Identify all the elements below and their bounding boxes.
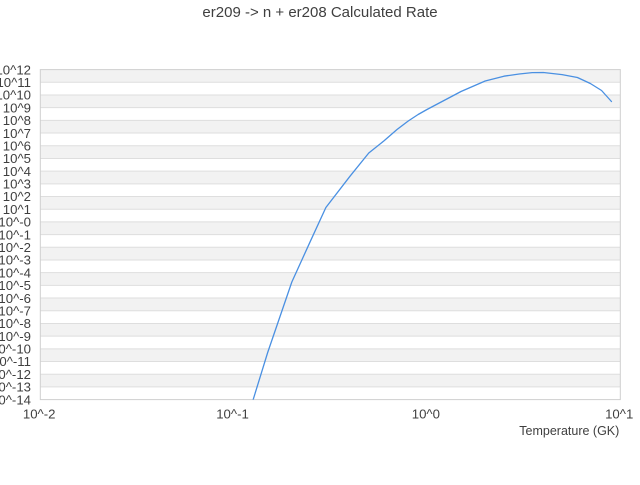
svg-text:10^-7: 10^-7 <box>0 303 31 318</box>
svg-text:10^-2: 10^-2 <box>0 240 31 255</box>
svg-text:10^2: 10^2 <box>3 189 31 204</box>
svg-text:10^-11: 10^-11 <box>0 354 31 369</box>
svg-text:10^3: 10^3 <box>3 177 31 192</box>
svg-text:10^-14: 10^-14 <box>0 392 31 407</box>
svg-text:10^4: 10^4 <box>3 164 31 179</box>
svg-text:10^8: 10^8 <box>3 113 31 128</box>
svg-text:10^6: 10^6 <box>3 138 31 153</box>
svg-text:10^11: 10^11 <box>0 75 31 90</box>
svg-text:10^1: 10^1 <box>3 202 31 217</box>
svg-text:10^9: 10^9 <box>3 100 31 115</box>
svg-text:10^-3: 10^-3 <box>0 253 31 268</box>
svg-text:10^1: 10^1 <box>605 407 633 422</box>
svg-text:10^-0: 10^-0 <box>0 215 31 230</box>
svg-text:er209 -> n + er208 Calculated: er209 -> n + er208 Calculated Rate <box>202 4 437 21</box>
svg-text:10^7: 10^7 <box>3 126 31 141</box>
svg-text:10^-1: 10^-1 <box>216 407 249 422</box>
svg-text:10^-8: 10^-8 <box>0 316 31 331</box>
svg-text:Temperature (GK): Temperature (GK) <box>519 424 619 438</box>
svg-text:10^-13: 10^-13 <box>0 380 31 395</box>
svg-text:10^12: 10^12 <box>0 62 31 77</box>
svg-text:10^-2: 10^-2 <box>23 407 56 422</box>
svg-text:10^5: 10^5 <box>3 151 31 166</box>
svg-text:10^-5: 10^-5 <box>0 278 31 293</box>
svg-text:10^-1: 10^-1 <box>0 227 31 242</box>
svg-text:10^10: 10^10 <box>0 88 31 103</box>
svg-text:10^0: 10^0 <box>412 407 440 422</box>
svg-text:10^-4: 10^-4 <box>0 265 31 280</box>
svg-text:10^-9: 10^-9 <box>0 329 31 344</box>
svg-text:10^-6: 10^-6 <box>0 291 31 306</box>
svg-text:10^-10: 10^-10 <box>0 342 31 357</box>
svg-text:10^-12: 10^-12 <box>0 367 31 382</box>
